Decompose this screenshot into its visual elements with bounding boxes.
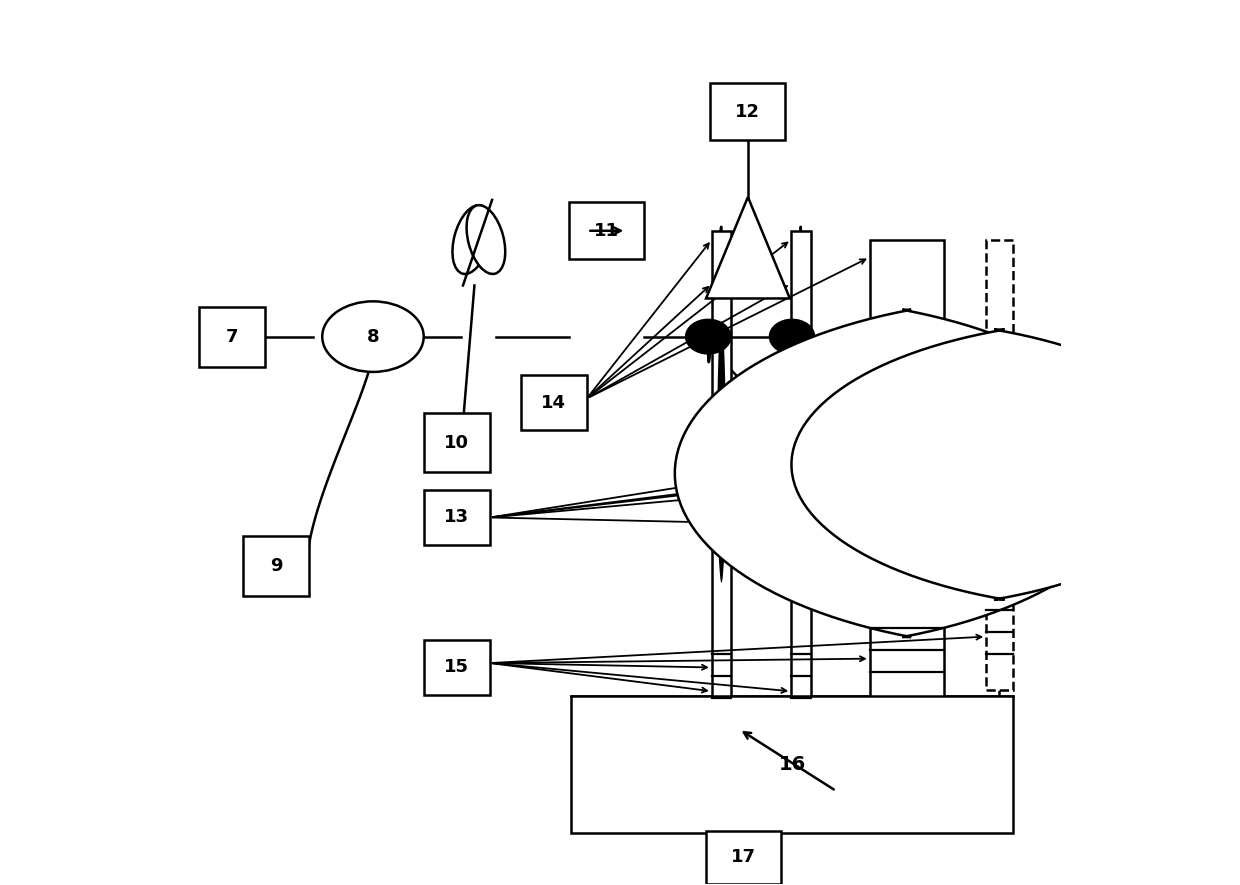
Bar	[986, 240, 1013, 689]
Ellipse shape	[796, 321, 805, 583]
Ellipse shape	[466, 205, 505, 274]
Text: 9: 9	[269, 557, 283, 575]
Bar	[569, 202, 645, 259]
Ellipse shape	[770, 319, 815, 353]
Bar	[198, 306, 265, 366]
Text: 7: 7	[226, 327, 238, 346]
Bar	[424, 412, 490, 473]
Bar	[712, 231, 732, 734]
Text: 14: 14	[542, 394, 567, 412]
Bar	[424, 640, 490, 695]
Ellipse shape	[453, 205, 491, 274]
Bar	[243, 536, 309, 596]
Bar	[711, 83, 785, 141]
Text: 11: 11	[594, 222, 619, 240]
Bar	[572, 696, 1013, 833]
Bar	[706, 831, 781, 883]
Ellipse shape	[686, 319, 730, 353]
Text: 16: 16	[779, 755, 806, 774]
Polygon shape	[706, 197, 790, 298]
Text: 17: 17	[732, 848, 756, 866]
Bar	[424, 490, 490, 545]
Text: 10: 10	[444, 434, 469, 451]
Bar	[521, 375, 587, 430]
Polygon shape	[675, 310, 1138, 637]
Polygon shape	[791, 329, 1208, 599]
Ellipse shape	[322, 302, 424, 372]
Text: 8: 8	[367, 327, 379, 346]
Bar	[869, 240, 944, 707]
Text: 15: 15	[444, 658, 469, 676]
Text: 12: 12	[735, 103, 760, 120]
Bar	[791, 231, 811, 734]
Text: 13: 13	[444, 509, 469, 527]
Ellipse shape	[717, 321, 725, 583]
